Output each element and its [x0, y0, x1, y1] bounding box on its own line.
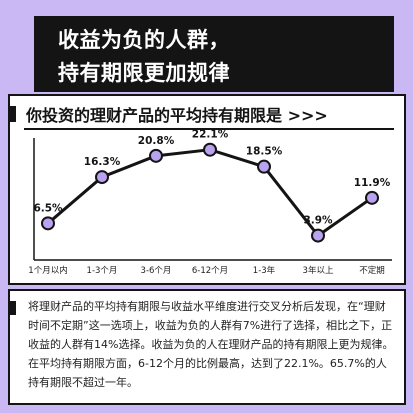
- data-point: [149, 148, 163, 163]
- data-label: 11.9%: [354, 177, 391, 189]
- header-title-line2: 持有期限更加规律: [58, 61, 230, 85]
- line-chart: 6.5% 1个月以内 16.3% 1-3个月 20.8% 3-6个月 22.1% 6-12个月…: [28, 129, 392, 276]
- description-text: 将理财产品的平均持有期限与收益水平维度进行交叉分析后发现，在“理财时间不定期”这…: [28, 300, 394, 389]
- x-tick-label: 1-3年: [253, 265, 276, 276]
- data-label: 3.9%: [303, 215, 333, 227]
- data-point: [257, 159, 271, 174]
- header-banner: 收益为负的人群， 持有期限更加规律: [34, 16, 394, 92]
- x-tick-label: 不定期: [359, 265, 385, 276]
- header-title-line1: 收益为负的人群，: [58, 28, 230, 52]
- data-point: [95, 170, 109, 185]
- x-tick-label: 3-6个月: [141, 266, 172, 276]
- title-divider: [24, 128, 394, 130]
- x-tick-label: 6-12个月: [192, 266, 228, 276]
- description-panel: 将理财产品的平均持有期限与收益水平维度进行交叉分析后发现，在“理财时间不定期”这…: [8, 289, 406, 405]
- title-marker-bar: [10, 106, 16, 122]
- data-label: 18.5%: [246, 146, 283, 158]
- description-marker-bar: [10, 301, 16, 315]
- data-point: [41, 216, 55, 231]
- data-point: [203, 142, 217, 157]
- chart-title: 你投资的理财产品的平均持有期限是 >>>: [26, 106, 328, 125]
- data-label: 16.3%: [84, 156, 121, 168]
- chart-panel: 你投资的理财产品的平均持有期限是 >>> 6.5% 1个月以内 16.3% 1-3个月…: [8, 94, 406, 285]
- data-point: [365, 190, 379, 205]
- data-label: 6.5%: [33, 202, 63, 214]
- data-label: 22.1%: [192, 129, 229, 141]
- x-tick-label: 3年以上: [303, 265, 334, 276]
- data-label: 20.8%: [138, 135, 175, 147]
- x-tick-label: 1个月以内: [28, 265, 67, 276]
- x-tick-label: 1-3个月: [87, 266, 118, 276]
- data-point: [311, 228, 325, 243]
